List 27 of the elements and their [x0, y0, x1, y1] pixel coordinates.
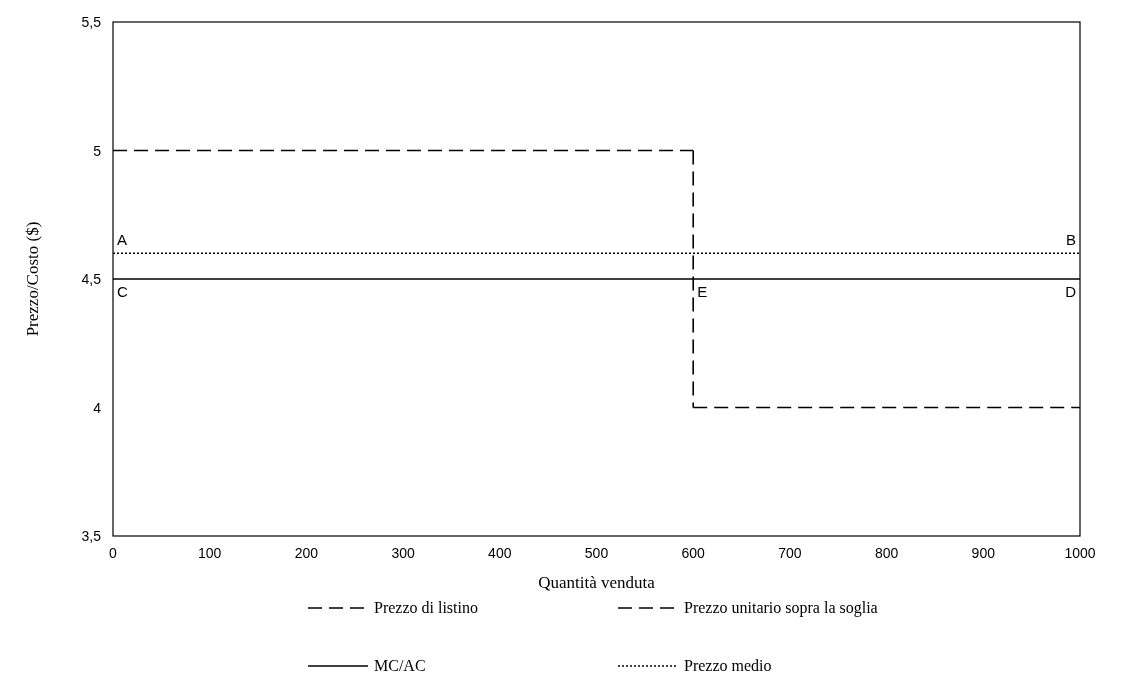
x-axis-title: Quantità venduta [538, 573, 656, 592]
annotation: E [697, 283, 708, 300]
annotation: B [1065, 231, 1076, 249]
legend-label: Prezzo medio [684, 657, 772, 674]
y-tick-label: 4,5 [81, 271, 102, 287]
legend-label: MC/AC [374, 657, 426, 674]
x-tick-label: 200 [294, 545, 319, 561]
y-tick-label: 3,5 [81, 528, 102, 544]
y-tick-label: 4 [93, 399, 102, 416]
y-tick-label: 5,5 [81, 14, 102, 30]
x-tick-label: 300 [391, 545, 415, 561]
y-tick-label: 5 [93, 142, 102, 159]
x-tick-label: 1000 [1064, 545, 1096, 561]
x-tick-label: 800 [874, 545, 899, 561]
x-tick-label: 600 [681, 545, 706, 561]
x-tick-label: 500 [584, 545, 609, 561]
y-axis-title: Prezzo/Costo ($) [23, 221, 42, 337]
legend-label: Prezzo di listino [374, 599, 478, 616]
annotation: C [117, 283, 128, 300]
annotation: D [1065, 283, 1077, 300]
x-tick-label: 0 [109, 545, 118, 561]
x-tick-label: 700 [778, 545, 802, 561]
x-tick-label: 100 [198, 545, 222, 561]
x-tick-label: 900 [971, 545, 996, 561]
x-tick-label: 400 [488, 545, 512, 561]
annotation: A [117, 231, 128, 249]
legend-label: Prezzo unitario sopra la soglia [684, 599, 878, 617]
